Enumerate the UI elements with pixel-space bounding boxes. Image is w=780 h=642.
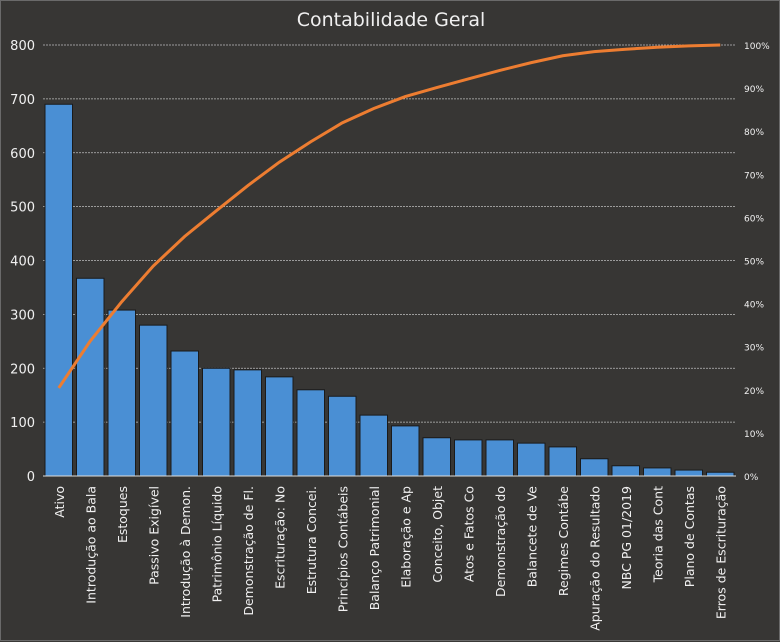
x-tick-label: Balancete de Ve <box>524 486 539 588</box>
bar <box>139 324 168 477</box>
y-tick-label: 700 <box>10 93 35 108</box>
bar <box>611 465 640 477</box>
bar <box>485 439 514 477</box>
bar <box>643 467 672 477</box>
y-tick-label: 300 <box>10 308 35 323</box>
y-tick-label: 0 <box>27 470 35 485</box>
x-tick-label: Ativo <box>52 486 67 518</box>
x-tick-label: Escrituração: No <box>272 486 287 589</box>
y2-tick-label: 10% <box>744 430 764 440</box>
bar <box>265 376 294 477</box>
x-tick-label: Plano de Contas <box>682 486 697 587</box>
x-tick-label: Estoques <box>115 486 130 543</box>
bar <box>517 442 546 477</box>
y-tick-label: 200 <box>10 362 35 377</box>
bar <box>202 367 231 477</box>
y-tick-label: 100 <box>10 416 35 431</box>
x-tick-label: Patrimônio Líquido <box>209 486 224 602</box>
y2-tick-label: 70% <box>744 171 764 181</box>
y-tick-label: 500 <box>10 201 35 216</box>
bar <box>359 414 388 477</box>
bar <box>706 471 735 477</box>
bar <box>107 309 136 477</box>
y2-tick-label: 0% <box>744 473 759 483</box>
cumulative-line <box>57 43 721 389</box>
x-tick-label: Apuração do Resultado <box>587 486 602 631</box>
y2-tick-label: 60% <box>744 214 764 224</box>
x-tick-label: Introdução ao Bala <box>83 486 98 604</box>
chart-title: Contabilidade Geral <box>296 9 486 31</box>
y-tick-label: 600 <box>10 147 35 162</box>
bar <box>548 446 577 477</box>
x-tick-label: Demonstração do <box>493 486 508 597</box>
y2-tick-label: 30% <box>744 344 764 354</box>
x-tick-label: Erros de Escrituração <box>713 486 728 619</box>
bar <box>391 425 420 477</box>
x-tick-label: Passivo Exigível <box>146 486 161 585</box>
x-tick-label: Princípios Contábeis <box>335 486 350 612</box>
x-tick-label: Atos e Fatos Co <box>461 486 476 582</box>
bar <box>674 469 703 477</box>
y2-tick-label: 80% <box>744 128 764 138</box>
bar <box>44 103 73 477</box>
bar <box>422 437 451 477</box>
y2-tick-label: 100% <box>744 42 770 52</box>
y2-tick-label: 50% <box>744 258 764 268</box>
bar <box>454 439 483 477</box>
x-tick-label: Introdução à Demon. <box>178 486 193 618</box>
bar <box>233 369 262 477</box>
x-tick-label: Demonstração de Fl. <box>241 486 256 616</box>
y2-tick-label: 90% <box>744 85 764 95</box>
x-tick-label: NBC PG 01/2019 <box>619 486 634 590</box>
x-tick-label: Elaboração e Ap <box>398 486 413 588</box>
x-tick-label: Teoria das Cont <box>650 486 665 583</box>
bar <box>76 277 105 477</box>
y2-tick-label: 40% <box>744 301 764 311</box>
y2-tick-label: 20% <box>744 387 764 397</box>
bar <box>328 395 357 477</box>
x-tick-label: Balanço Patrimonial <box>367 486 382 610</box>
x-tick-label: Regimes Contábe <box>556 486 571 596</box>
bar <box>170 350 199 477</box>
bar <box>296 389 325 477</box>
y-tick-label: 400 <box>10 255 35 270</box>
x-tick-label: Estrutura Concei. <box>304 486 319 594</box>
x-tick-label: Conceito, Objet <box>430 486 445 583</box>
bar <box>580 458 609 477</box>
y-tick-label: 800 <box>10 39 35 54</box>
